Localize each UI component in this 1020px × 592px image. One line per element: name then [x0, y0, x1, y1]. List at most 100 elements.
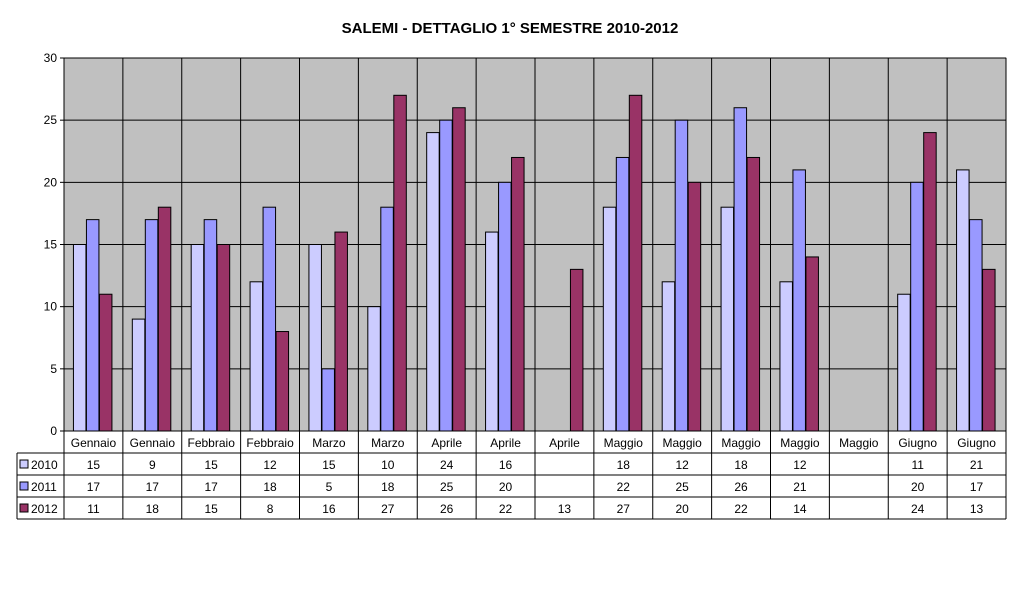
bar-2010 [661, 281, 676, 432]
bar-2012 [982, 268, 996, 432]
legend-swatch-2011 [19, 481, 29, 491]
data-label: 26 [440, 502, 454, 516]
x-tick-label: Aprile [549, 436, 580, 450]
bar-2010 [897, 293, 911, 432]
legend-label: 2010 [31, 458, 58, 472]
data-label: 24 [440, 458, 454, 472]
x-tick-label: Aprile [490, 436, 521, 450]
bar-2010 [249, 281, 264, 432]
legend-label: 2012 [31, 502, 58, 516]
bar-2012 [746, 156, 761, 432]
x-tick-label: Maggio [721, 436, 761, 450]
bar-2011 [262, 206, 277, 432]
data-label: 22 [734, 502, 748, 516]
bar-2011 [85, 219, 100, 432]
data-label: 15 [205, 502, 219, 516]
x-tick-label: Febbraio [188, 436, 236, 450]
data-label: 22 [499, 502, 513, 516]
bar-2010 [602, 206, 617, 432]
data-label: 11 [911, 458, 924, 472]
data-label: 12 [263, 458, 277, 472]
y-tick-label: 25 [44, 113, 58, 127]
bar-2011 [321, 368, 335, 432]
data-label: 18 [263, 480, 277, 494]
bar-2012 [216, 244, 231, 432]
data-label: 20 [911, 480, 925, 494]
x-tick-label: Gennaio [130, 436, 176, 450]
y-tick-label: 5 [50, 362, 57, 376]
data-label: 12 [793, 458, 807, 472]
y-tick-label: 15 [44, 238, 58, 252]
y-tick-label: 30 [44, 51, 58, 65]
data-label: 14 [793, 502, 807, 516]
data-label: 25 [440, 480, 454, 494]
y-tick-label: 10 [44, 300, 58, 314]
bar-2010 [131, 318, 146, 432]
bar-2011 [969, 219, 983, 432]
chart-title: SALEMI - DETTAGLIO 1° SEMESTRE 2010-2012 [341, 20, 679, 37]
data-label: 15 [322, 458, 336, 472]
data-label: 12 [676, 458, 690, 472]
bar-2012 [452, 107, 466, 432]
x-tick-label: Gennaio [71, 436, 117, 450]
data-label: 15 [87, 458, 101, 472]
bar-2012 [393, 94, 407, 432]
bar-2011 [792, 169, 806, 432]
bar-2010 [72, 244, 87, 432]
bar-2010 [956, 169, 970, 432]
x-tick-label: Marzo [312, 436, 346, 450]
bar-2010 [426, 132, 440, 432]
legend-label: 2011 [31, 480, 57, 494]
data-label: 27 [617, 502, 631, 516]
data-label: 16 [499, 458, 513, 472]
data-label: 24 [911, 502, 925, 516]
bar-2012 [98, 293, 113, 432]
data-label: 17 [87, 480, 101, 494]
x-tick-label: Marzo [371, 436, 405, 450]
data-label: 17 [146, 480, 160, 494]
bar-2011 [380, 206, 394, 432]
data-label: 8 [267, 502, 274, 516]
x-tick-label: Maggio [604, 436, 644, 450]
bar-2011 [674, 119, 689, 432]
bar-2010 [367, 306, 381, 432]
data-label: 17 [205, 480, 219, 494]
data-label: 21 [970, 458, 984, 472]
bar-2012 [628, 94, 643, 432]
data-label: 5 [326, 480, 333, 494]
bar-2012 [157, 206, 172, 432]
bar-2011 [498, 181, 512, 432]
bar-2010 [485, 231, 499, 432]
bar-2010 [190, 244, 205, 432]
data-label: 13 [558, 502, 572, 516]
bar-2011 [733, 107, 748, 432]
data-label: 9 [149, 458, 156, 472]
data-label: 27 [381, 502, 395, 516]
bar-2010 [779, 281, 793, 432]
bar-2012 [275, 331, 290, 432]
x-tick-label: Maggio [839, 436, 879, 450]
data-label: 10 [381, 458, 395, 472]
data-label: 20 [499, 480, 513, 494]
data-label: 21 [793, 480, 807, 494]
x-tick-label: Maggio [780, 436, 820, 450]
bar-2012 [805, 256, 819, 432]
x-tick-label: Giugno [898, 436, 937, 450]
data-label: 11 [87, 502, 100, 516]
data-label: 18 [146, 502, 160, 516]
x-tick-label: Aprile [431, 436, 462, 450]
legend-swatch-2010 [19, 459, 29, 469]
data-label: 17 [970, 480, 984, 494]
y-tick-label: 20 [44, 175, 58, 189]
data-label: 15 [205, 458, 219, 472]
data-label: 18 [381, 480, 395, 494]
bar-2011 [615, 156, 630, 432]
bar-2011 [203, 219, 218, 432]
x-tick-label: Maggio [663, 436, 703, 450]
data-label: 22 [617, 480, 631, 494]
bar-2011 [144, 219, 159, 432]
data-label: 25 [676, 480, 690, 494]
data-label: 20 [676, 502, 690, 516]
